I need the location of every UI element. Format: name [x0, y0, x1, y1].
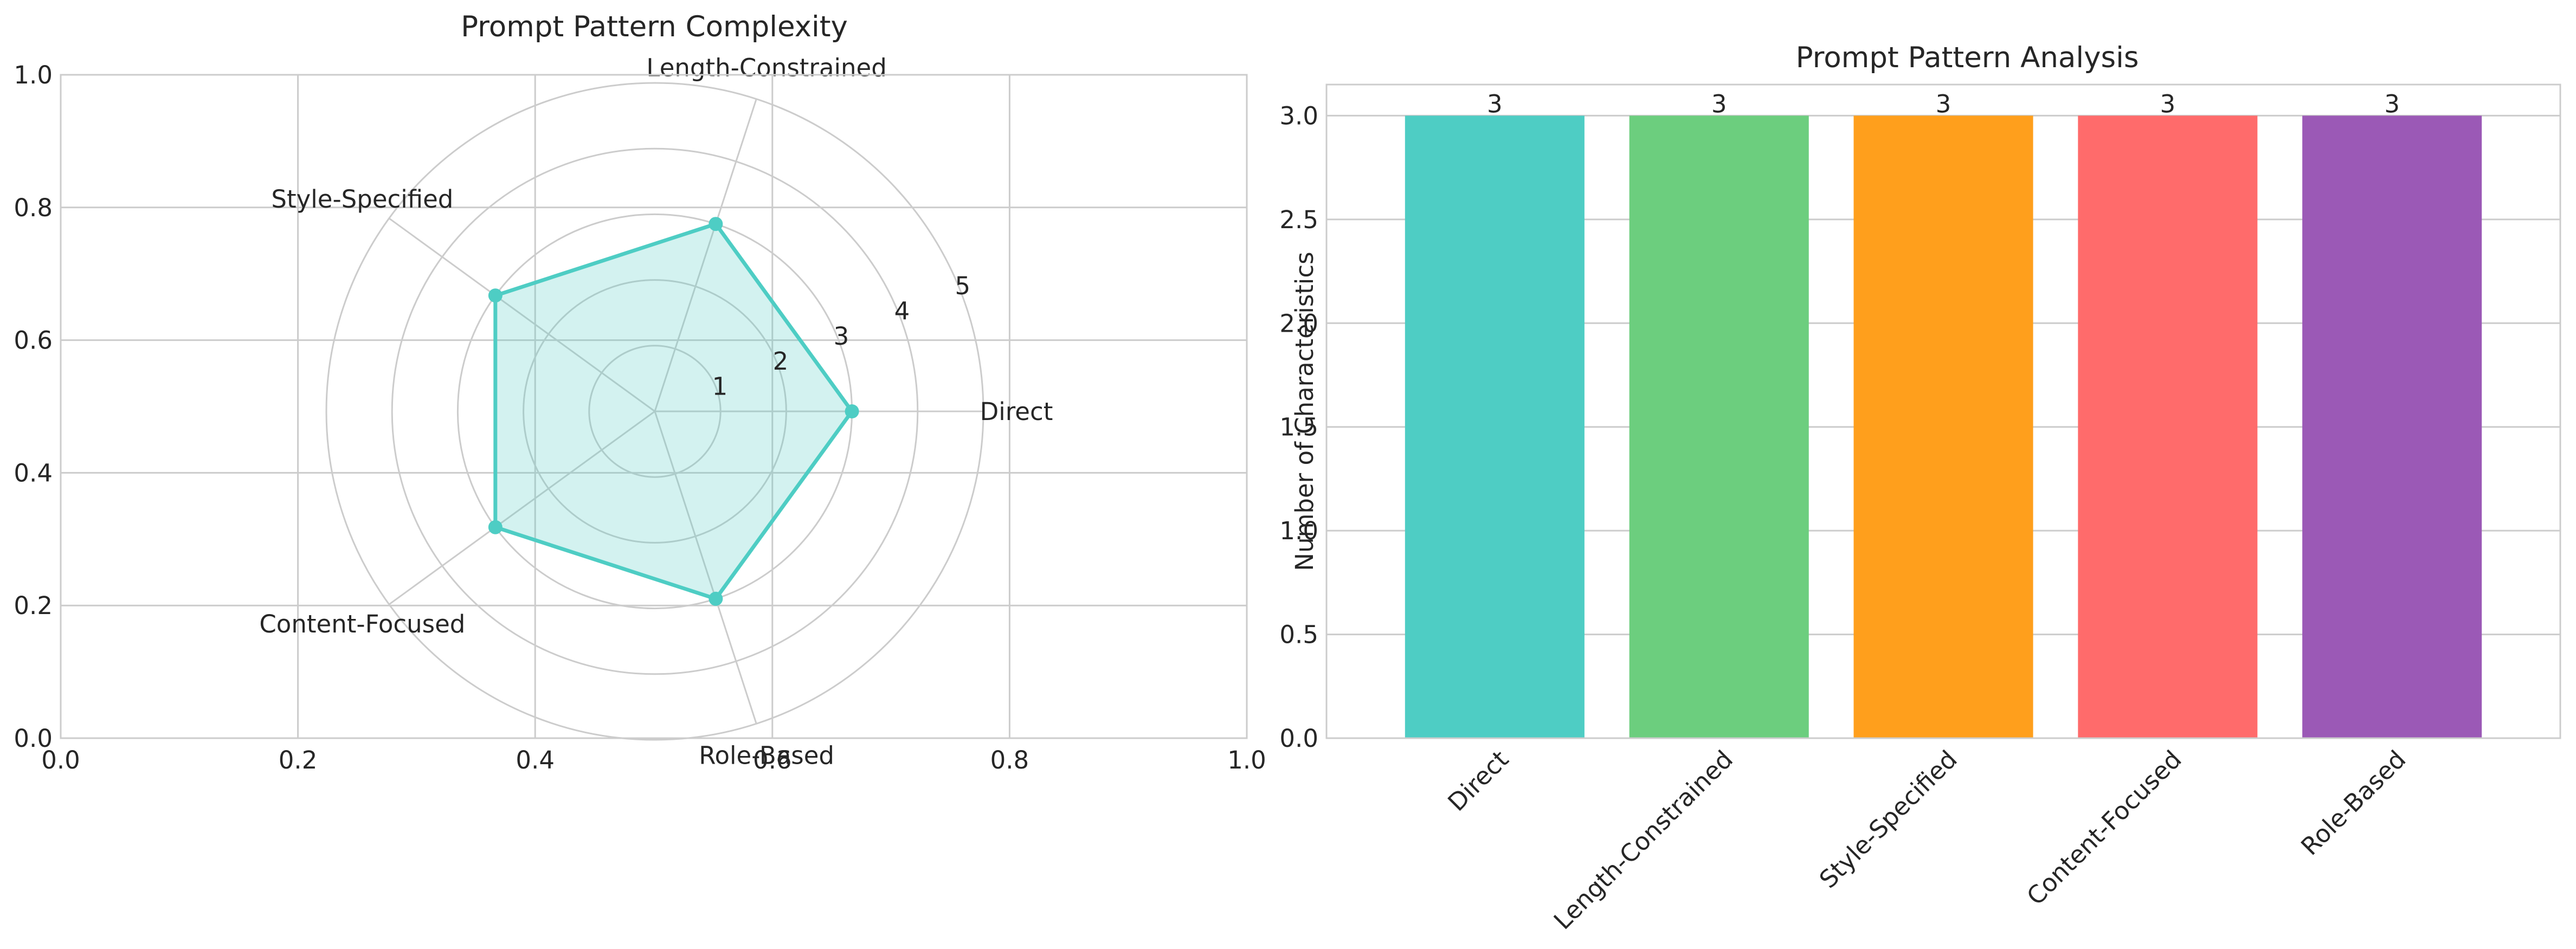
bar-y-tick-label: 1.0	[1279, 517, 1318, 545]
radar-x-tick-label: 0.2	[279, 746, 318, 774]
bar	[2302, 115, 2482, 738]
radar-point	[709, 217, 723, 231]
bar-data-label: 3	[1487, 89, 1503, 118]
radar-point	[488, 520, 503, 534]
radar-x-tick-labels: 0.0 0.2 0.4 0.6 0.8 1.0	[41, 746, 1266, 774]
bar	[1853, 115, 2033, 738]
radar-radial-tick-label: 1	[712, 372, 728, 401]
bar-y-tick-label: 1.5	[1279, 413, 1318, 442]
radar-series	[488, 217, 859, 606]
radar-title: Prompt Pattern Complexity	[461, 10, 848, 43]
radar-category-label: Content-Focused	[259, 610, 465, 638]
radar-spoke	[388, 217, 655, 412]
radar-x-tick-label: 0.8	[990, 746, 1029, 774]
bar-data-label: 3	[1936, 89, 1952, 118]
bar-data-labels: 3 3 3 3 3	[1487, 89, 2400, 118]
radar-y-tick-label: 1.0	[14, 61, 53, 89]
radar-y-tick-label: 0.2	[14, 591, 53, 620]
bar	[2078, 115, 2258, 738]
bar-data-label: 3	[1711, 89, 1727, 118]
bar-y-tick-label: 0.5	[1279, 621, 1318, 649]
bar-y-tick-label: 3.0	[1279, 101, 1318, 130]
radar-y-tick-label: 0.0	[14, 724, 53, 753]
bar-title: Prompt Pattern Analysis	[1796, 41, 2139, 74]
radar-x-tick-label: 0.0	[41, 746, 80, 774]
radar-point	[709, 591, 723, 606]
bar-chart: Prompt Pattern Analysis 3 3 3 3 3 0.0 0.5 1.0 1…	[1279, 41, 2561, 935]
bar	[1629, 115, 1809, 738]
bar-y-axis-label: Number of Characteristics	[1290, 251, 1319, 571]
bar-y-tick-label: 2.5	[1279, 205, 1318, 234]
radar-area	[495, 224, 852, 599]
radar-line	[493, 222, 854, 601]
radar-polar-grid	[325, 82, 984, 741]
radar-radial-tick-label: 5	[955, 272, 971, 300]
radar-chart: Prompt Pattern Complexity Direct Length-C…	[14, 10, 1266, 774]
radar-x-tick-label: 1.0	[1227, 746, 1266, 774]
radar-category-labels: Direct Length-Constrained Style-Specified C…	[259, 54, 1053, 770]
radar-y-tick-label: 0.6	[14, 326, 53, 355]
bar-y-tick-label: 0.0	[1279, 724, 1318, 753]
radar-point	[488, 288, 503, 303]
bar-series	[1405, 115, 2482, 738]
radar-x-tick-label: 0.6	[753, 746, 792, 774]
bar-y-tick-labels: 0.0 0.5 1.0 1.5 2.0 2.5 3.0	[1279, 101, 1318, 753]
radar-category-label: Style-Specified	[271, 185, 453, 214]
radar-axes-frame	[60, 74, 1248, 739]
radar-category-label: Length-Constrained	[646, 54, 886, 82]
radar-y-tick-label: 0.4	[14, 459, 53, 487]
radar-radial-tick-labels: 1 2 3 4 5	[712, 272, 971, 401]
bar-axes-frame	[1325, 83, 2561, 739]
radar-y-tick-label: 0.8	[14, 193, 53, 222]
radar-radial-tick-label: 4	[894, 296, 910, 325]
bar-y-tick-label: 2.0	[1279, 309, 1318, 338]
radar-radial-tick-label: 3	[834, 322, 849, 351]
radar-y-tick-labels: 0.0 0.2 0.4 0.6 0.8 1.0	[14, 61, 53, 753]
bar-data-label: 3	[2384, 89, 2400, 118]
bar-data-label: 3	[2160, 89, 2175, 118]
radar-radial-tick-label: 2	[773, 347, 789, 376]
radar-spoke	[654, 99, 757, 412]
radar-x-tick-label: 0.4	[516, 746, 555, 774]
radar-spoke	[388, 410, 655, 605]
radar-category-label: Direct	[980, 397, 1053, 426]
bar	[1405, 115, 1585, 738]
radar-point	[845, 404, 859, 418]
radar-spoke	[654, 411, 757, 724]
radar-category-label: Role-Based	[699, 741, 834, 770]
